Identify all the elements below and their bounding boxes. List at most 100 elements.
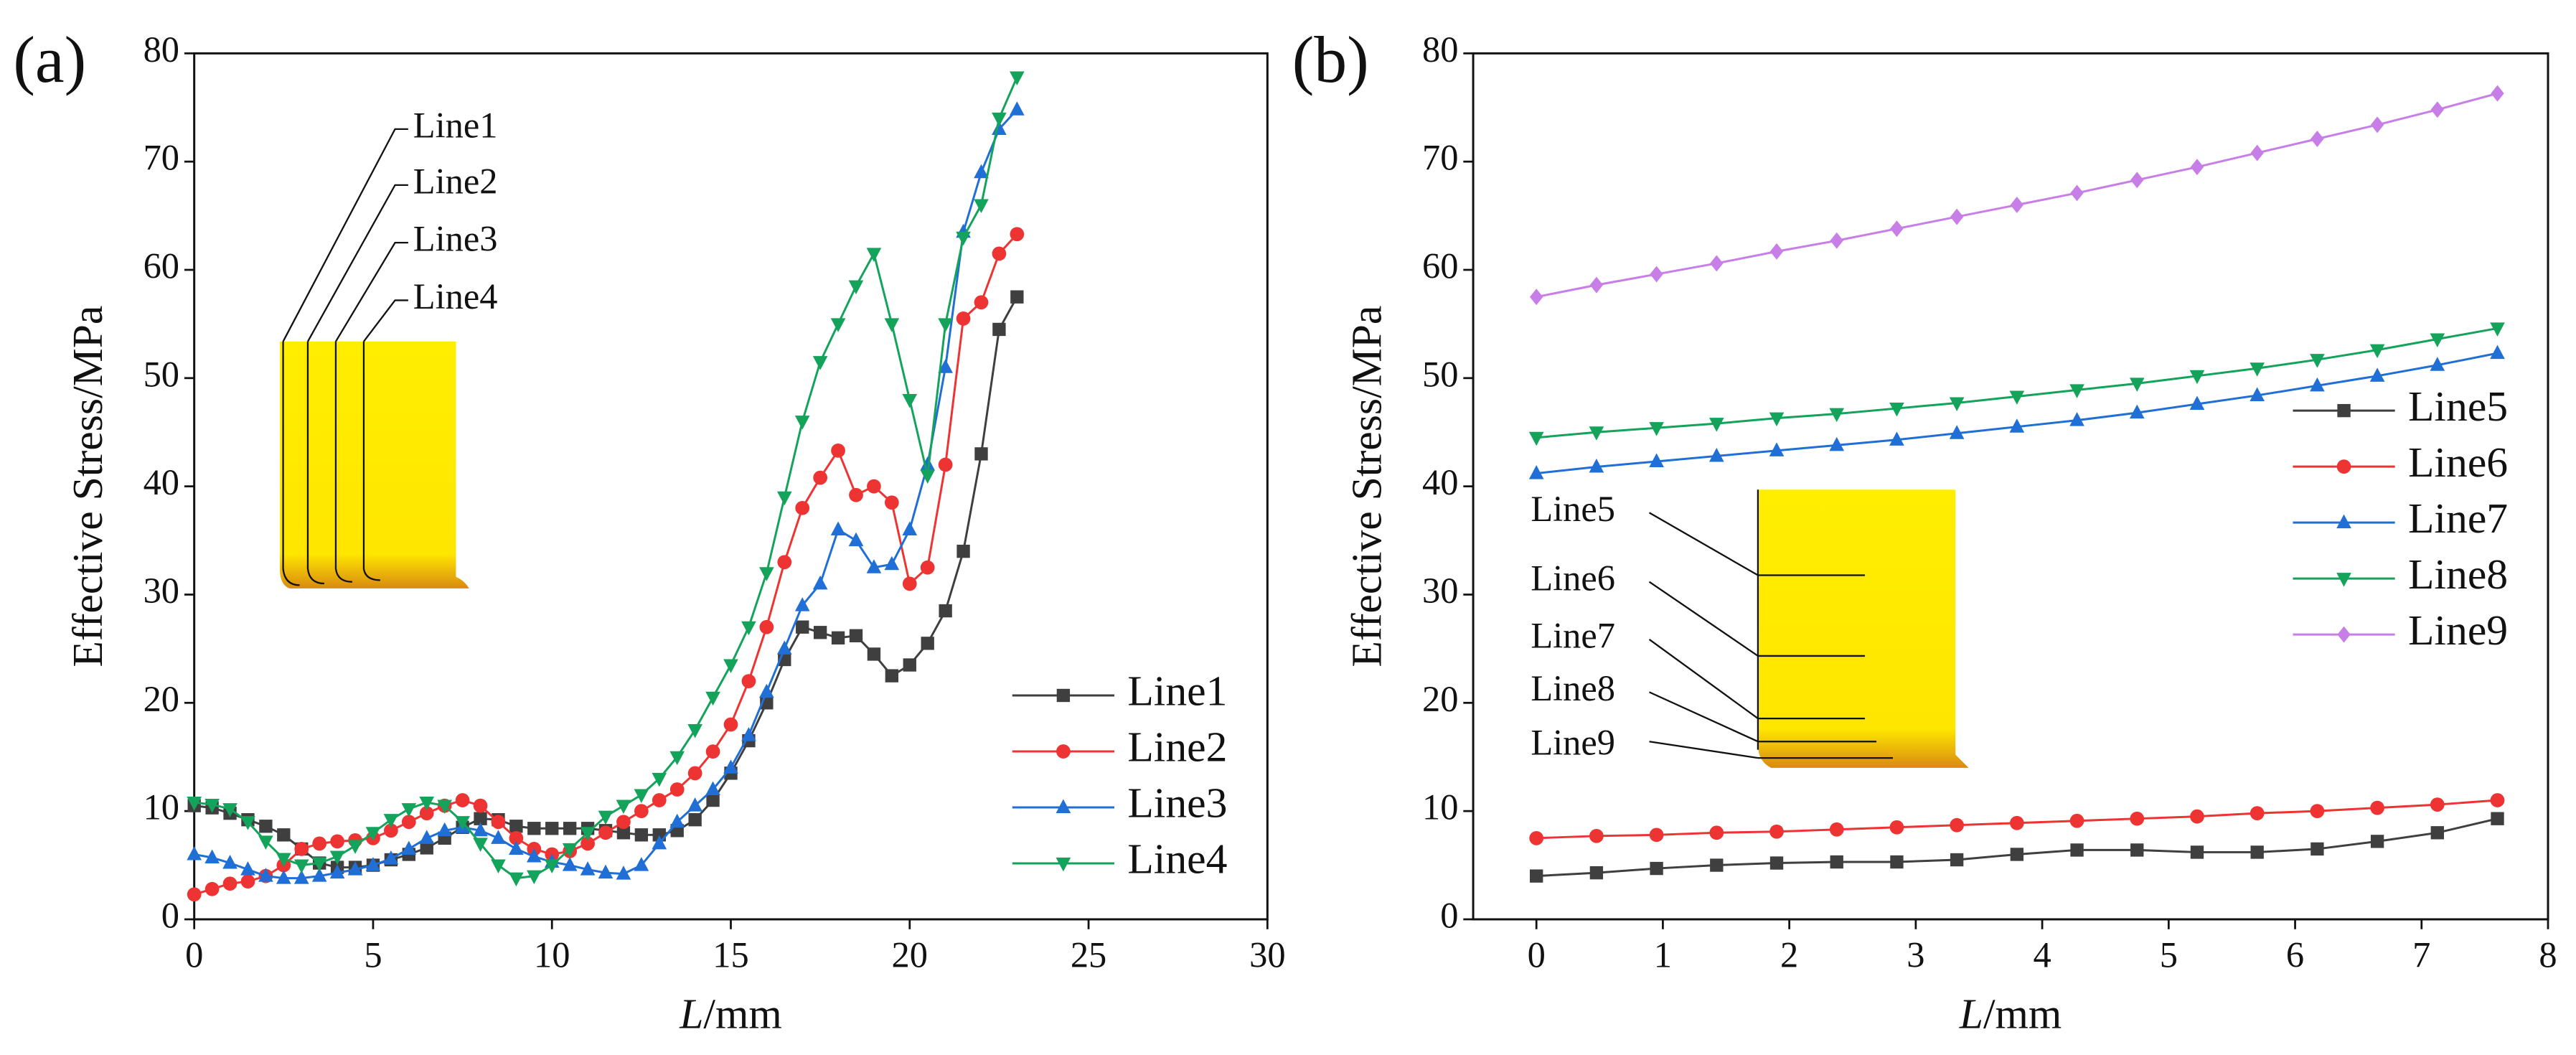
marker [956, 311, 971, 326]
marker [2070, 184, 2084, 202]
y-tick-label: 40 [144, 462, 179, 502]
annotation: Line1 [413, 105, 498, 145]
x-tick-label: 10 [534, 935, 570, 975]
marker [365, 827, 381, 841]
marker [2250, 387, 2265, 401]
marker [222, 803, 238, 817]
marker [545, 822, 559, 835]
marker [491, 859, 506, 874]
marker [1010, 290, 1024, 304]
marker [1950, 853, 1964, 867]
marker [705, 781, 720, 795]
marker [705, 744, 720, 759]
x-tick-label: 5 [364, 935, 382, 975]
marker [848, 532, 864, 547]
x-axis-label: L/mm [679, 990, 782, 1037]
marker [365, 857, 381, 871]
marker [812, 356, 828, 370]
marker [2369, 367, 2385, 382]
marker [187, 797, 202, 811]
marker [276, 870, 291, 884]
marker [401, 840, 417, 855]
y-tick-label: 60 [1422, 246, 1458, 286]
marker [2490, 344, 2505, 360]
marker [616, 866, 631, 880]
marker [2009, 418, 2025, 433]
marker [1949, 425, 1965, 439]
marker [1530, 869, 1543, 883]
marker [1890, 855, 1904, 869]
marker [2491, 85, 2504, 102]
marker [473, 798, 488, 813]
marker [2130, 811, 2145, 826]
marker [741, 727, 756, 741]
marker [2189, 395, 2205, 411]
marker [867, 479, 881, 494]
series-line [1536, 92, 2498, 299]
marker [992, 246, 1007, 261]
marker [939, 604, 952, 618]
marker [1769, 442, 1785, 456]
marker [884, 495, 899, 510]
y-tick-label: 0 [1440, 896, 1458, 936]
marker [902, 576, 917, 591]
inset-a: Line1 Line2 Line3 Line4 [279, 105, 498, 589]
marker [1528, 465, 1544, 479]
marker [885, 669, 899, 683]
marker [795, 500, 810, 515]
marker [1589, 866, 1604, 880]
marker [2310, 377, 2325, 392]
y-axis-label: Effective Stress/MPa [1343, 306, 1391, 667]
marker [759, 619, 774, 634]
y-axis-label: Effective Stress/MPa [64, 306, 111, 667]
y-tick-label: 50 [144, 354, 179, 394]
marker [634, 789, 649, 803]
marker [419, 830, 435, 844]
marker [974, 199, 989, 213]
marker [669, 751, 685, 766]
legend-label: Line4 [1127, 835, 1227, 883]
legend-label: Line9 [2408, 606, 2508, 654]
marker [474, 812, 487, 825]
y-tick-label: 70 [144, 138, 179, 178]
marker [598, 864, 614, 879]
annotation: Line9 [1531, 723, 1615, 763]
marker [1649, 453, 1664, 467]
marker [509, 820, 523, 833]
marker [1010, 101, 1025, 116]
x-tick-label: 4 [2033, 935, 2051, 975]
marker [2069, 412, 2084, 426]
marker [240, 861, 255, 876]
x-axis-label-part: /mm [1983, 990, 2062, 1037]
marker [2311, 131, 2324, 147]
annotation: Line8 [1531, 668, 1615, 708]
marker [258, 868, 273, 882]
marker [401, 803, 417, 817]
marker [1589, 276, 1604, 294]
marker [1769, 412, 1785, 427]
marker [2189, 370, 2205, 385]
x-axis-label-part: L [679, 990, 703, 1037]
marker [437, 822, 452, 837]
marker [2369, 344, 2385, 359]
annotation: Line5 [1531, 489, 1615, 529]
inset-b: Line5 Line6 Line7 Line8 Line9 [1531, 489, 1969, 768]
marker [2370, 116, 2384, 133]
legend-marker [2337, 626, 2351, 643]
x-tick-label: 30 [1249, 935, 1285, 975]
marker [311, 868, 327, 882]
marker [616, 800, 631, 815]
marker [2130, 843, 2144, 857]
marker [2129, 404, 2145, 419]
x-tick-label: 0 [185, 935, 203, 975]
marker [1710, 858, 1724, 872]
marker [796, 620, 809, 634]
marker [1889, 403, 1904, 417]
marker [920, 469, 936, 484]
marker [2070, 843, 2084, 857]
marker [420, 841, 433, 855]
marker [311, 857, 327, 871]
marker [509, 830, 524, 845]
marker [1529, 830, 1544, 845]
plot-frame [1472, 52, 2549, 921]
